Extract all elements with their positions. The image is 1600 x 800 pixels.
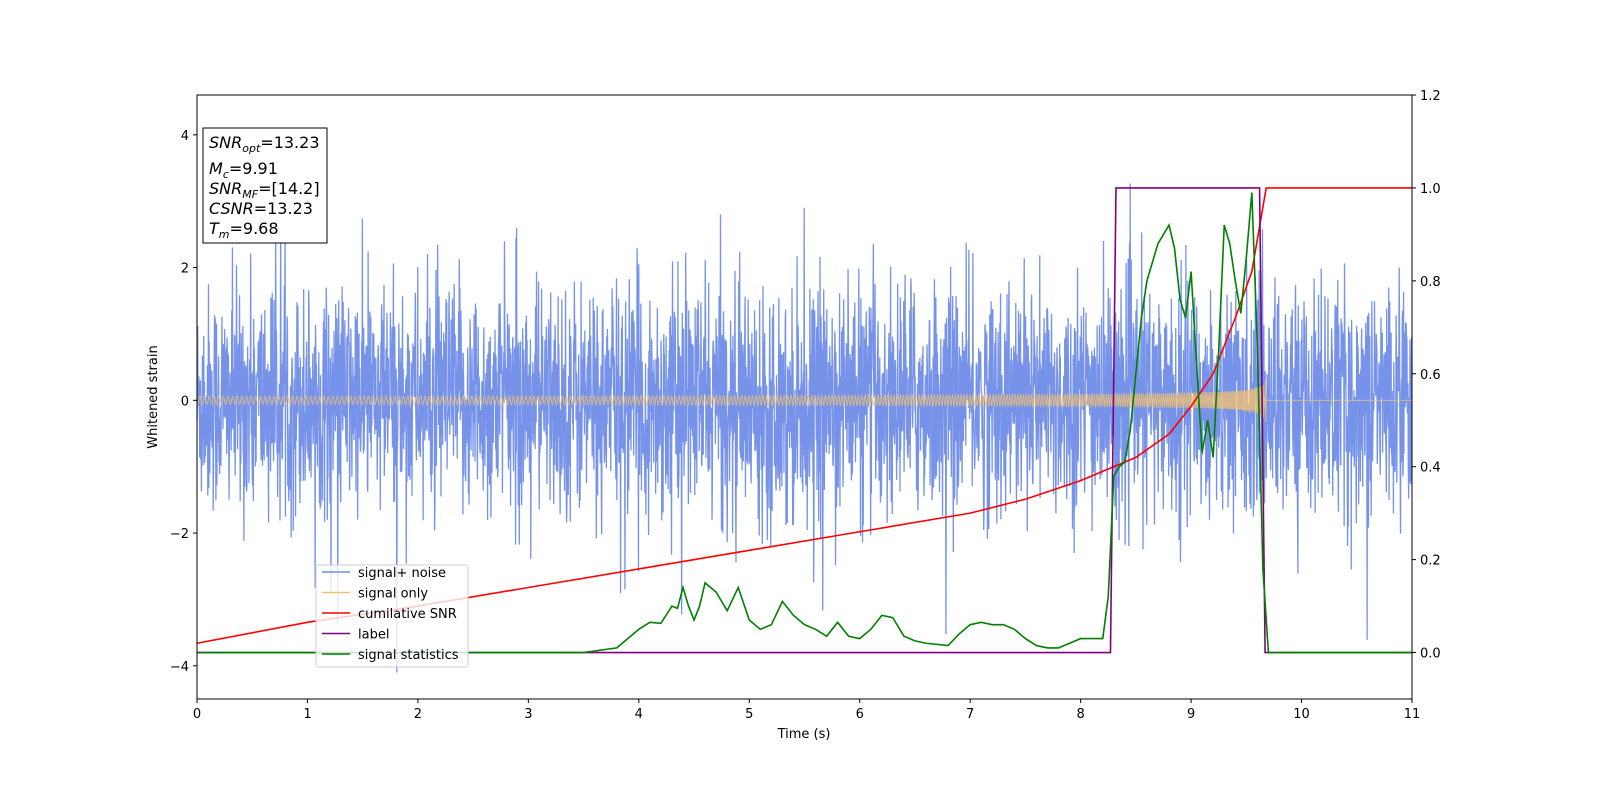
legend-label: signal only <box>358 587 428 602</box>
snr-mf-line: SNRMF=[14.2] <box>209 179 320 201</box>
y2-tick-label: 0.8 <box>1420 275 1441 290</box>
y-axis-right: 1.2 1.0 0.8 0.6 0.4 0.2 0.0 <box>1412 89 1441 662</box>
series-line-cumilative-snr <box>196 187 1412 645</box>
legend-label: cumilative SNR <box>358 607 457 622</box>
mc-line: Mc=9.91 <box>209 159 278 181</box>
plot-frame <box>196 94 1413 700</box>
y-axis-label: Whitened strain <box>146 345 161 448</box>
x-tick-label: 11 <box>1404 707 1421 722</box>
y-tick-label: 0 <box>181 394 189 409</box>
x-tick-label: 5 <box>745 707 753 722</box>
x-tick-label: 4 <box>635 707 643 722</box>
x-tick-label: 6 <box>856 707 864 722</box>
legend-label: signal statistics <box>358 648 459 663</box>
legend-label: signal+ noise <box>358 566 446 581</box>
x-tick-label: 8 <box>1076 707 1084 722</box>
y2-tick-label: 1.2 <box>1420 89 1441 104</box>
y-axis-left: 4 2 0 −2 −4 <box>170 129 197 675</box>
legend: signal+ noise signal only cumilative SNR la… <box>315 564 469 668</box>
series-line-signal-only <box>196 379 1412 422</box>
x-axis-label: Time (s) <box>777 727 831 742</box>
x-tick-label: 2 <box>414 707 422 722</box>
y2-tick-label: 0.2 <box>1420 554 1441 569</box>
y-tick-label: 4 <box>181 129 189 144</box>
x-tick-label: 9 <box>1187 707 1195 722</box>
y2-tick-label: 1.0 <box>1420 182 1441 197</box>
y-tick-label: −2 <box>170 527 189 542</box>
y2-tick-label: 0.4 <box>1420 461 1441 476</box>
x-tick-label: 10 <box>1293 707 1310 722</box>
stats-annotation-box: SNRopt=13.23 Mc=9.91 SNRMF=[14.2] CSNR=1… <box>202 127 328 244</box>
y2-tick-label: 0.0 <box>1420 647 1441 662</box>
y-tick-label: −4 <box>170 660 189 675</box>
x-tick-label: 3 <box>524 707 532 722</box>
y-tick-label: 2 <box>181 262 189 277</box>
x-axis: 0 1 2 3 4 5 6 7 8 9 10 11 <box>193 699 1420 722</box>
legend-label: label <box>358 628 389 643</box>
snr-opt-line: SNRopt=13.23 <box>209 133 320 155</box>
x-tick-label: 1 <box>303 707 311 722</box>
y2-tick-label: 0.6 <box>1420 368 1441 383</box>
x-tick-label: 0 <box>193 707 201 722</box>
x-tick-label: 7 <box>966 707 974 722</box>
csnr-line: CSNR=13.23 <box>209 199 313 218</box>
series-line-signal-statistics <box>197 192 1412 654</box>
plot-layers <box>196 183 1413 673</box>
tm-line: Tm=9.68 <box>209 219 279 241</box>
